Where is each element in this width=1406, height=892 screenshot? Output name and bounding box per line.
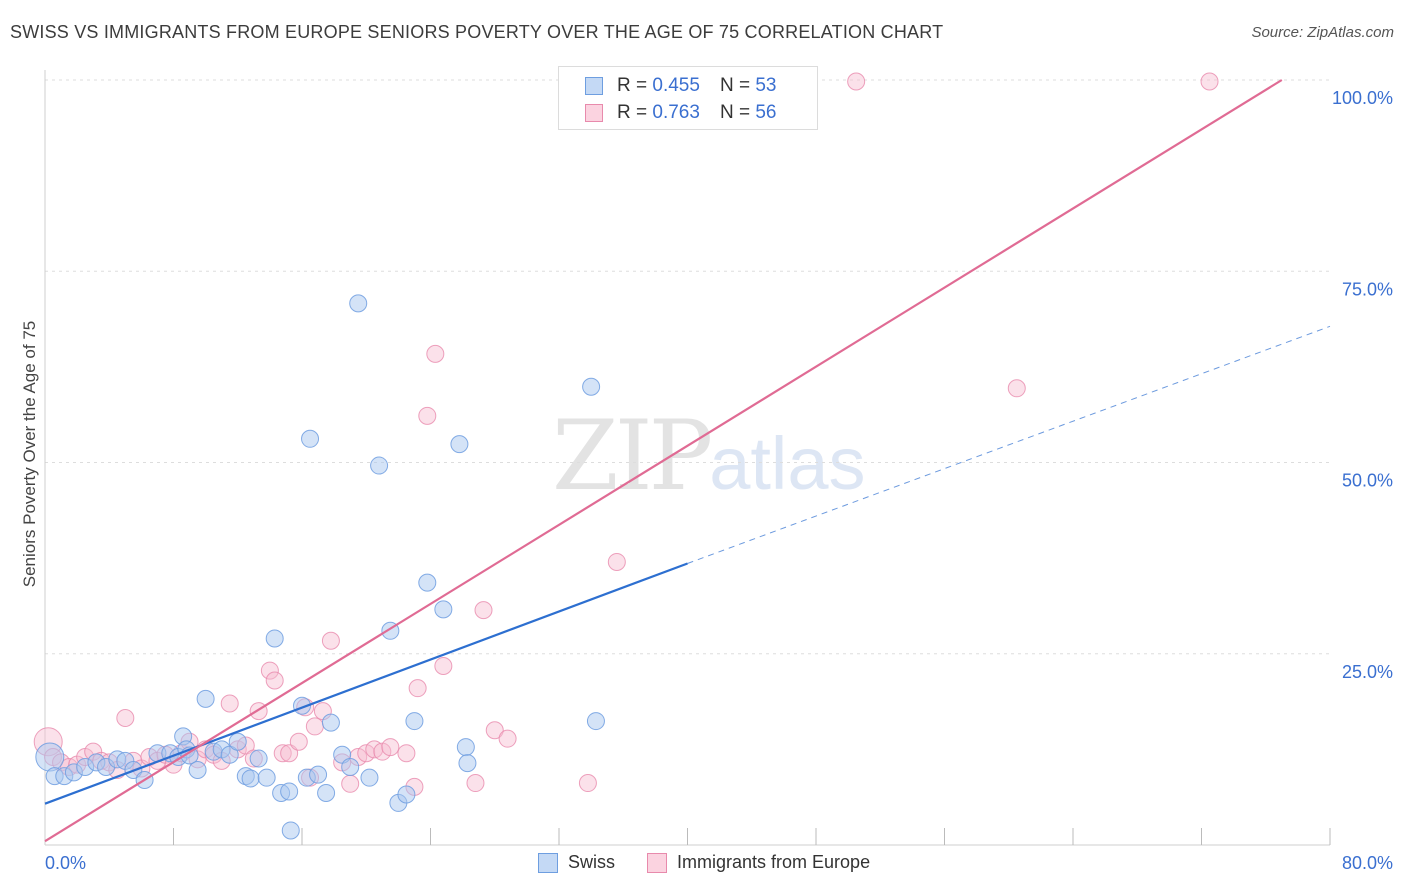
legend-item-swiss[interactable]: Swiss — [538, 852, 615, 873]
europe-legend-swatch — [647, 852, 668, 873]
europe-point — [381, 738, 400, 757]
europe-point — [265, 671, 284, 690]
europe-point — [408, 679, 427, 698]
swiss-trend-extension — [687, 325, 1331, 564]
swiss-point — [196, 689, 215, 708]
swiss-point — [228, 732, 247, 751]
swiss-point — [220, 745, 239, 764]
swiss-point — [582, 377, 601, 396]
watermark-atlas: atlas — [709, 422, 866, 505]
europe-point — [485, 721, 504, 740]
europe-r-value: 0.763 — [652, 102, 700, 123]
x-axis-tick-labels: 0.0% 80.0% — [45, 853, 1393, 873]
y-axis-label: Seniors Poverty Over the Age of 75 — [20, 320, 39, 588]
swiss-point — [257, 768, 276, 787]
watermark: ZIPatlas — [552, 400, 866, 512]
swiss-point — [458, 754, 477, 773]
swiss-trend-line — [44, 562, 688, 805]
legend-row-swiss: R = 0.455 N = 53 — [585, 74, 776, 98]
europe-point — [289, 732, 308, 751]
europe-point — [434, 656, 453, 675]
swiss-legend-label: Swiss — [568, 852, 616, 872]
europe-point — [466, 774, 485, 793]
swiss-point — [456, 738, 475, 757]
swiss-r-label: R = — [617, 75, 648, 96]
y-tick-label: 75.0% — [1342, 279, 1393, 299]
swiss-point — [321, 713, 340, 732]
europe-point — [578, 774, 597, 793]
europe-point — [397, 744, 416, 763]
europe-point — [341, 774, 360, 793]
europe-point — [116, 709, 135, 728]
swiss-point — [280, 782, 299, 801]
europe-point — [260, 661, 279, 680]
swiss-point — [301, 429, 320, 448]
swiss-point — [309, 765, 328, 784]
swiss-points — [35, 294, 605, 840]
swiss-point — [360, 768, 379, 787]
europe-point — [418, 406, 437, 425]
swiss-point — [434, 600, 453, 619]
y-axis-tick-labels: 25.0% 50.0% 75.0% 100.0% — [1332, 88, 1393, 682]
europe-point — [305, 717, 324, 736]
trend-lines — [44, 79, 1331, 843]
swiss-point — [405, 712, 424, 731]
y-tick-label: 100.0% — [1332, 88, 1393, 108]
swiss-legend-swatch — [538, 852, 558, 873]
europe-point — [321, 631, 340, 650]
legend-item-europe[interactable]: Immigrants from Europe — [647, 852, 870, 873]
swiss-point — [249, 749, 268, 768]
x-axis-ticks — [173, 828, 1331, 845]
europe-trend-line — [44, 79, 1283, 843]
x-tick-label: 80.0% — [1342, 853, 1393, 873]
swiss-point — [241, 769, 260, 788]
swiss-point — [586, 712, 605, 731]
swiss-n-value: 53 — [755, 75, 777, 96]
swiss-point — [397, 785, 416, 804]
swiss-point — [418, 573, 437, 592]
swiss-point — [450, 435, 469, 454]
europe-point — [498, 729, 517, 748]
europe-point — [220, 694, 239, 713]
swiss-point — [35, 742, 65, 772]
y-tick-label: 50.0% — [1342, 471, 1393, 491]
swiss-point — [370, 456, 389, 475]
watermark-zip: ZIP — [552, 400, 713, 512]
swiss-point — [341, 757, 360, 776]
correlation-legend: R = 0.455 N = 53 R = 0.763 N = 56 — [558, 66, 818, 130]
europe-n-value: 56 — [755, 102, 777, 123]
europe-point — [273, 744, 292, 763]
swiss-point — [349, 294, 368, 313]
europe-point — [426, 344, 445, 363]
europe-point — [847, 72, 866, 91]
swiss-swatch — [585, 77, 603, 95]
series-legend: Swiss Immigrants from Europe — [538, 852, 902, 873]
swiss-n-label: N = — [719, 75, 751, 96]
europe-point — [280, 744, 299, 763]
europe-point — [474, 601, 493, 620]
swiss-point — [188, 761, 207, 780]
europe-n-label: N = — [719, 102, 751, 123]
europe-r-label: R = — [617, 102, 648, 123]
europe-point — [607, 552, 626, 571]
europe-swatch — [585, 104, 603, 122]
chart-title: SWISS VS IMMIGRANTS FROM EUROPE SENIORS … — [10, 22, 944, 42]
europe-point — [1200, 72, 1219, 91]
europe-point — [1007, 379, 1026, 398]
legend-row-europe: R = 0.763 N = 56 — [585, 101, 776, 125]
grid-lines — [44, 70, 1330, 846]
europe-legend-label: Immigrants from Europe — [677, 852, 871, 872]
swiss-point — [281, 821, 300, 840]
x-tick-label: 0.0% — [45, 853, 86, 873]
source-credit: Source: ZipAtlas.com — [1251, 24, 1394, 41]
y-tick-label: 25.0% — [1342, 662, 1393, 682]
swiss-point — [317, 783, 336, 802]
swiss-r-value: 0.455 — [652, 75, 700, 96]
swiss-point — [265, 629, 284, 648]
